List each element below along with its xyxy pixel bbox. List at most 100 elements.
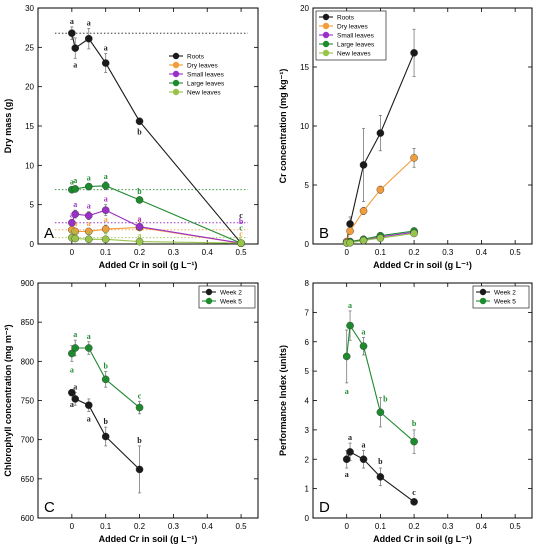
data-point	[359, 207, 368, 215]
series-new-leaves: a a a a ab	[68, 226, 245, 248]
legend-label: Large leaves	[337, 41, 375, 48]
legend-label: Roots	[187, 53, 205, 60]
x-axis-title: Added Cr in soil (g L⁻¹)	[373, 534, 472, 544]
y-tick-label: 30	[25, 4, 34, 13]
y-tick-label: 1	[305, 485, 310, 494]
legend-label: Dry leaves	[187, 62, 218, 69]
y-tick-label: 20	[25, 83, 34, 92]
data-point	[410, 49, 418, 57]
data-point	[101, 375, 110, 384]
significance-letter: a	[87, 414, 91, 423]
significance-letter: a	[348, 433, 352, 442]
significance-letter: a	[73, 200, 77, 209]
data-point	[376, 129, 385, 137]
y-tick-label: 15	[300, 63, 309, 72]
legend: Week 2 Week 5	[198, 285, 256, 309]
data-point	[346, 448, 354, 456]
legend-label: Small leaves	[337, 32, 375, 39]
data-point	[346, 239, 354, 247]
significance-letter: b	[137, 436, 142, 445]
y-tick-label: 15	[25, 122, 34, 131]
series-line	[346, 157, 415, 242]
significance-letter: a	[87, 332, 91, 341]
data-point	[68, 218, 76, 227]
series-week2: aaa bb	[68, 383, 144, 494]
data-point	[101, 235, 110, 244]
significance-letter: a	[70, 177, 74, 186]
y-tick-label: 2	[305, 455, 310, 464]
significance-letter: a	[87, 18, 91, 27]
legend-label: Small leaves	[187, 71, 225, 78]
significance-letter: b	[383, 395, 388, 404]
significance-letter: a	[87, 228, 91, 237]
significance-letter: a	[345, 470, 349, 479]
legend-swatch-marker	[479, 288, 487, 296]
legend-label: Week 2	[220, 289, 242, 296]
data-point	[68, 388, 76, 397]
y-tick-label: 4	[305, 397, 310, 406]
data-point	[410, 498, 418, 506]
significance-letter: b	[412, 419, 417, 428]
significance-letter: b	[103, 362, 108, 371]
legend-label: New leaves	[187, 89, 221, 96]
legend-label: Week 5	[220, 298, 242, 305]
significance-letter: a	[73, 330, 77, 339]
x-tick-label: 0.3	[168, 248, 180, 257]
x-tick-label: 0.1	[100, 522, 112, 531]
x-tick-label: 0.4	[476, 522, 488, 531]
significance-letter: a	[348, 301, 352, 310]
x-tick-label: 0.1	[375, 248, 387, 257]
series-week5: aa abc	[68, 330, 144, 415]
data-point	[71, 395, 80, 403]
legend-swatch-marker	[172, 79, 180, 87]
legend: Week 2 Week 5	[472, 285, 530, 309]
panel-a: 0 0.1 0.2 0.3 0.4 0.5 0 5 10 15 20 25 30 Added Cr in …	[3, 4, 259, 270]
series-line	[71, 209, 242, 244]
x-tick-label: 0	[70, 248, 75, 257]
plot-frame	[312, 282, 533, 519]
significance-letter: c	[239, 223, 243, 232]
significance-letter: a	[138, 231, 142, 240]
significance-letter: a	[138, 214, 142, 223]
significance-letter: b	[378, 457, 383, 466]
significance-letter: a	[70, 365, 74, 374]
significance-letter: a	[70, 17, 74, 26]
x-tick-label: 0.5	[236, 522, 248, 531]
legend-swatch-marker	[322, 31, 330, 39]
x-tick-label: 0	[344, 522, 349, 531]
legend-swatch-marker	[205, 297, 213, 305]
x-tick-label: 0.1	[375, 522, 387, 531]
data-point	[410, 229, 418, 238]
y-axis-title: Cr concentration (mg kg⁻¹)	[278, 69, 288, 184]
x-axis-title: Added Cr in soil (g L⁻¹)	[373, 260, 472, 270]
data-point	[84, 235, 93, 244]
legend-swatch-marker	[205, 288, 213, 296]
legend-label: New leaves	[337, 50, 371, 57]
data-point	[342, 352, 351, 361]
y-tick-label: 800	[21, 357, 35, 366]
y-tick-label: 600	[21, 514, 35, 523]
data-point	[101, 206, 110, 214]
y-tick-label: 0	[30, 240, 35, 249]
y-tick-label: 6	[305, 338, 310, 347]
significance-letter: a	[104, 228, 108, 237]
x-tick-label: 0.4	[202, 522, 214, 531]
legend-label: Week 5	[494, 298, 516, 305]
series-line	[71, 185, 242, 244]
x-tick-label: 0.5	[510, 522, 522, 531]
x-tick-label: 0.5	[510, 248, 522, 257]
data-point	[71, 344, 80, 352]
x-tick-label: 0.3	[442, 522, 454, 531]
significance-letter: a	[73, 60, 77, 69]
y-tick-label: 3	[305, 426, 310, 435]
significance-letter: a	[104, 172, 108, 181]
x-tick-label: 0.3	[168, 522, 180, 531]
significance-letter: a	[104, 215, 108, 224]
y-axis-title: Chlorophyll concentration (mg m⁻²)	[3, 324, 13, 476]
significance-letter: a	[87, 202, 91, 211]
series-dry-leaves	[342, 148, 418, 246]
significance-letter: a	[70, 400, 74, 409]
data-point	[410, 154, 418, 162]
significance-letter: a	[70, 210, 74, 219]
